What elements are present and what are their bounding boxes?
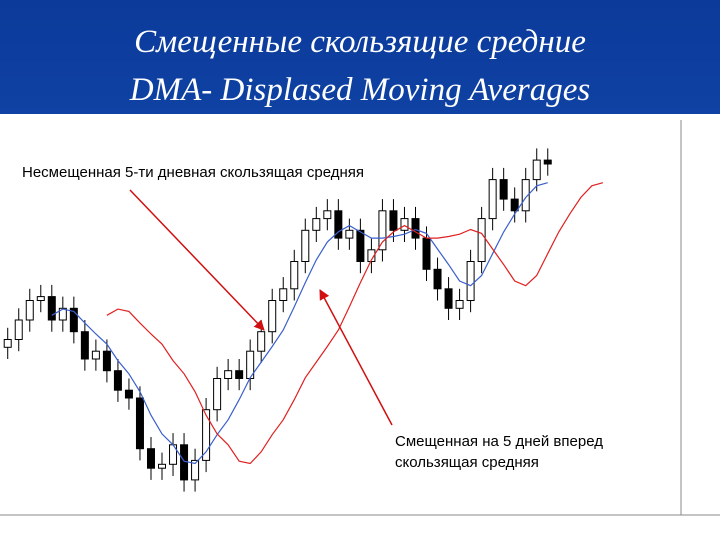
annotation: Смещенная на 5 дней вперед: [395, 433, 603, 450]
candle-body: [257, 331, 266, 352]
candle-body: [301, 229, 310, 263]
candle-body: [356, 229, 365, 263]
candle-body: [102, 350, 111, 372]
candle-body: [158, 463, 167, 469]
candle-body: [268, 300, 277, 333]
candle-body: [80, 331, 89, 360]
arrow: [129, 189, 265, 331]
candle-body: [25, 300, 34, 321]
candle-body: [422, 237, 431, 270]
annotation: Несмещенная 5-ти дневная скользящая сред…: [22, 164, 364, 181]
annotation: скользящая средняя: [395, 454, 539, 471]
candle-body: [69, 307, 78, 333]
candle-body: [543, 159, 552, 165]
candle-body: [345, 229, 354, 239]
candle-body: [312, 218, 321, 231]
candle-body: [488, 179, 497, 220]
candle-body: [224, 370, 233, 380]
moving-average-line: [51, 182, 548, 465]
candle-body: [191, 459, 200, 481]
candle-body: [477, 218, 486, 263]
candle-body: [455, 300, 464, 309]
candle-body: [290, 261, 299, 290]
candle-body: [213, 378, 222, 411]
candle-body: [389, 210, 398, 231]
candle-body: [510, 198, 519, 212]
candle-body: [466, 261, 475, 301]
plot: [3, 148, 604, 492]
candle-body: [113, 370, 122, 391]
candle-body: [411, 218, 420, 239]
candle-body: [444, 288, 453, 309]
candle-body: [202, 409, 211, 461]
candle-body: [532, 159, 541, 181]
candle-body: [334, 210, 343, 239]
arrow: [319, 289, 393, 426]
candle-body: [3, 339, 12, 348]
candle-body: [135, 397, 144, 450]
chart-area: [0, 114, 720, 540]
candle-body: [47, 296, 56, 321]
candle-body: [91, 350, 100, 360]
title: Смещенные скользящие средние: [134, 24, 586, 60]
candle-body: [180, 444, 189, 481]
candle-body: [58, 307, 67, 321]
candle-body: [400, 218, 409, 231]
candle-body: [124, 389, 133, 399]
candle-body: [235, 370, 244, 380]
note-box: [18, 160, 438, 182]
candle-body: [367, 249, 376, 263]
candle-body: [36, 296, 45, 302]
candle-body: [433, 268, 442, 290]
subtitle: DMA- Displased Moving Averages: [129, 72, 590, 108]
candle-body: [521, 179, 530, 212]
candle-body: [14, 319, 23, 340]
candle-body: [146, 448, 155, 469]
candle-body: [378, 210, 387, 251]
candle-body: [279, 288, 288, 301]
moving-average-line: [106, 182, 604, 465]
candle-body: [323, 210, 332, 220]
candle-body: [499, 179, 508, 200]
